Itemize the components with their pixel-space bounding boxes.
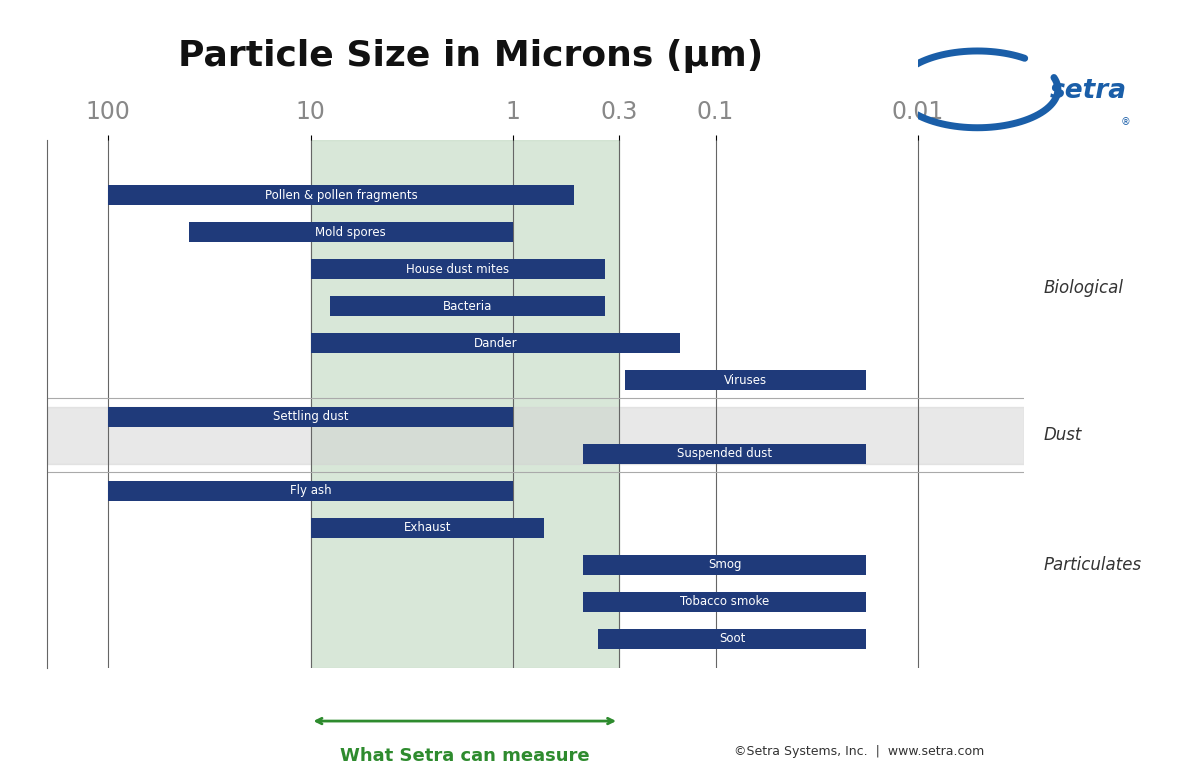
Text: Tobacco smoke: Tobacco smoke <box>680 595 770 608</box>
Text: Fly ash: Fly ash <box>290 484 332 497</box>
Text: Dust: Dust <box>1044 427 1082 444</box>
Text: Smog: Smog <box>709 558 742 571</box>
Text: Pollen & pollen fragments: Pollen & pollen fragments <box>265 189 418 202</box>
Text: Viruses: Viruses <box>724 374 767 386</box>
Text: Biological: Biological <box>1044 279 1124 297</box>
Bar <box>47 406 1024 465</box>
Text: Settling dust: Settling dust <box>273 410 348 423</box>
Text: Mold spores: Mold spores <box>315 226 386 239</box>
Text: ©Setra Systems, Inc.  |  www.setra.com: ©Setra Systems, Inc. | www.setra.com <box>734 744 984 758</box>
Text: Soot: Soot <box>719 632 745 645</box>
Text: House dust mites: House dust mites <box>406 263 510 276</box>
Text: Bacteria: Bacteria <box>443 300 492 312</box>
Text: ®: ® <box>1121 117 1131 127</box>
Text: Particulates: Particulates <box>1044 556 1142 573</box>
Text: What Setra can measure: What Setra can measure <box>340 747 590 765</box>
Bar <box>311 140 619 668</box>
Text: Dander: Dander <box>473 336 517 350</box>
Text: Exhaust: Exhaust <box>404 521 451 535</box>
Text: Particle Size in Microns (μm): Particle Size in Microns (μm) <box>178 39 764 73</box>
Text: setra: setra <box>1050 78 1126 104</box>
Text: Suspended dust: Suspended dust <box>677 448 772 461</box>
